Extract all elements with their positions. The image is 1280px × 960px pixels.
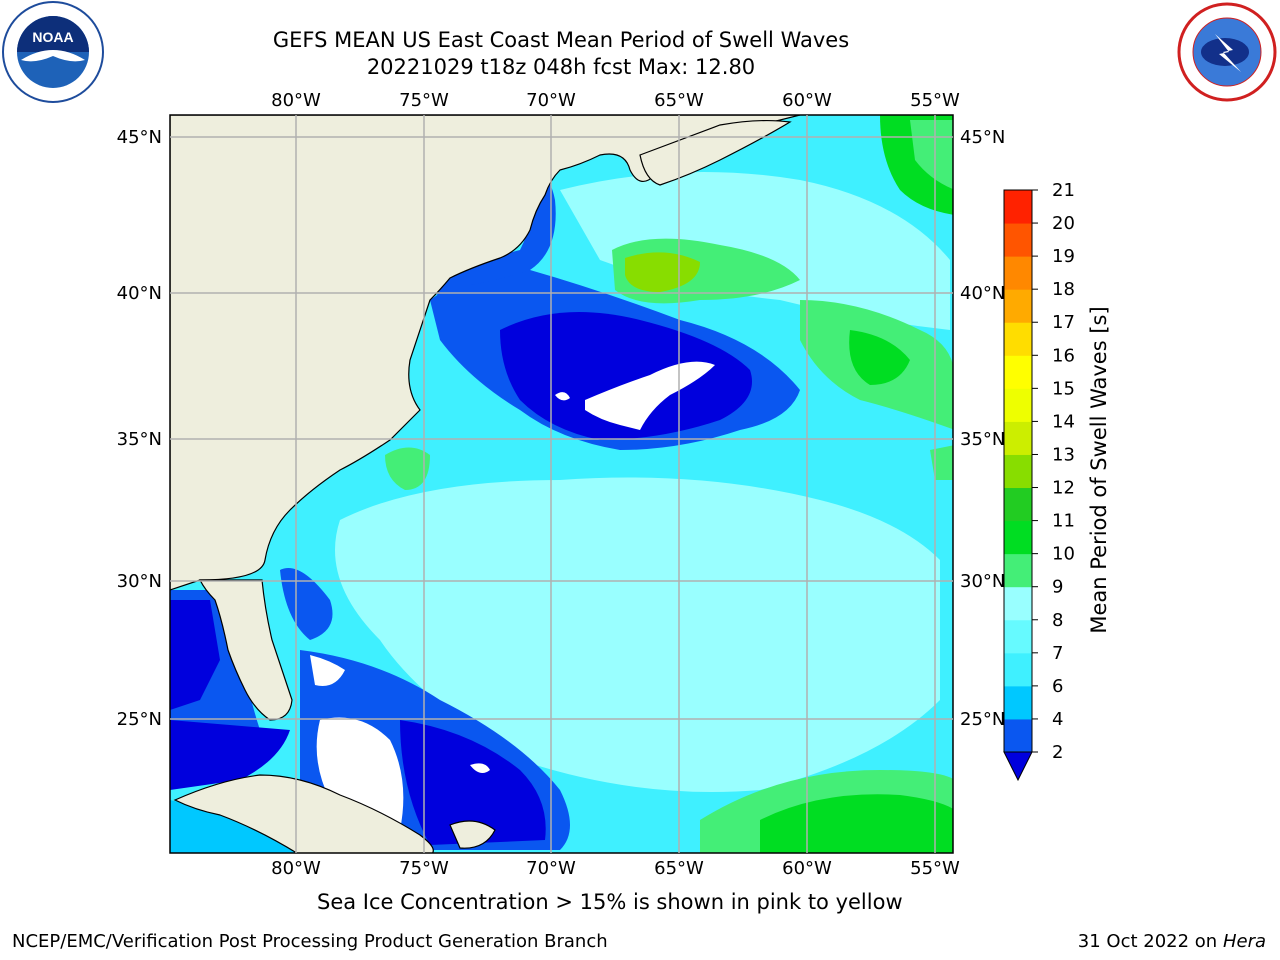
colorbar-band [1004, 553, 1032, 588]
colorbar-extend-arrow [1003, 751, 1033, 782]
nws-logo [1177, 2, 1277, 102]
colorbar-band [1004, 322, 1032, 356]
lat-label-right: 45°N [960, 127, 1005, 148]
lon-label-top: 80°W [271, 90, 321, 111]
colorbar-label: Mean Period of Swell Waves [s] [1087, 306, 1111, 633]
colorbar-band [1004, 487, 1032, 522]
lat-labels: 45°N 40°N 35°N 30°N 25°N 45°N 40°N 35°N … [117, 127, 1006, 730]
lat-label-left: 40°N [117, 283, 162, 304]
colorbar-band [1004, 355, 1032, 389]
lat-label-right: 40°N [960, 283, 1005, 304]
colorbar-tick-label: 21 [1052, 180, 1075, 201]
ocean-se-darkgreen [760, 794, 953, 853]
graticule [170, 115, 953, 853]
noaa-logo-text: NOAA [32, 29, 73, 45]
colorbar-tick-label: 16 [1052, 345, 1075, 366]
ocean-north-8s [560, 172, 950, 330]
colorbar-band [1004, 289, 1032, 323]
lon-label-top: 65°W [654, 90, 704, 111]
lon-label-bottom: 65°W [654, 858, 704, 879]
lon-label-bottom: 80°W [271, 858, 321, 879]
colorbar-band [1004, 520, 1032, 555]
colorbar-tick-label: 10 [1052, 544, 1075, 565]
lon-label-bottom: 55°W [910, 858, 960, 879]
footer-credit: NCEP/EMC/Verification Post Processing Pr… [12, 931, 608, 952]
colorbar-tick-label: 6 [1052, 676, 1063, 697]
lat-label-right: 35°N [960, 429, 1005, 450]
colorbar-tick-label: 8 [1052, 610, 1063, 631]
lon-label-bottom: 75°W [399, 858, 449, 879]
lat-label-left: 30°N [117, 571, 162, 592]
colorbar-tick-label: 18 [1052, 279, 1075, 300]
ocean-darkblue-midatl [500, 312, 752, 440]
colorbar-tick-label: 15 [1052, 378, 1075, 399]
lat-label-right: 25°N [960, 709, 1005, 730]
colorbar-tick-label: 7 [1052, 643, 1063, 664]
colorbar-tick-label: 13 [1052, 444, 1075, 465]
colorbar-band [1004, 256, 1032, 290]
colorbar-frame [1003, 189, 1033, 753]
colorbar-band [1004, 652, 1032, 687]
land-cuba [173, 774, 434, 853]
ocean-8s-area [335, 477, 940, 792]
lat-label-left: 35°N [117, 429, 162, 450]
colorbar-band [1004, 619, 1032, 654]
lon-label-top: 55°W [910, 90, 960, 111]
sea-ice-note: Sea Ice Concentration > 15% is shown in … [317, 890, 903, 914]
colorbar-band [1004, 190, 1032, 224]
lat-label-left: 45°N [117, 127, 162, 148]
ocean-white-midatl [585, 361, 715, 430]
chart-subtitle: 20221029 t18z 048h fcst Max: 12.80 [366, 55, 756, 79]
lon-label-bottom: 70°W [526, 858, 576, 879]
colorbar-tick-label: 12 [1052, 478, 1075, 499]
lat-label-left: 25°N [117, 709, 162, 730]
colorbar-tick-label: 19 [1052, 246, 1075, 267]
colorbar-tick-label: 9 [1052, 577, 1063, 598]
footer-date-text: 31 Oct 2022 on [1077, 931, 1218, 952]
colorbar-tick-label: 20 [1052, 213, 1075, 234]
colorbar-tick-label: 14 [1052, 411, 1075, 432]
colorbar: 2 4 6 7 8 9 10 11 12 13 14 15 16 17 18 19 20 21 [1003, 180, 1075, 782]
footer-date: 31 Oct 2022 on Hera [1078, 931, 1266, 952]
colorbar-band [1004, 223, 1032, 257]
colorbar-tick-label: 2 [1052, 742, 1063, 763]
ocean-yellowgreen-n [625, 252, 700, 292]
colorbar-band [1004, 421, 1032, 455]
noaa-logo: NOAA [2, 1, 104, 103]
colorbar-tick-label: 4 [1052, 709, 1063, 730]
colorbar-band [1004, 388, 1032, 422]
map-frame [169, 114, 954, 854]
colorbar-band [1004, 454, 1032, 489]
colorbar-band [1004, 685, 1032, 720]
colorbar-tick-label: 11 [1052, 511, 1075, 532]
lon-label-top: 75°W [399, 90, 449, 111]
lon-label-top: 70°W [526, 90, 576, 111]
colorbar-band [1004, 718, 1032, 753]
lat-label-right: 30°N [960, 571, 1005, 592]
lon-label-bottom: 60°W [782, 858, 832, 879]
colorbar-band [1004, 586, 1032, 621]
map-field [170, 115, 953, 853]
lon-label-top: 60°W [782, 90, 832, 111]
footer-host: Hera [1222, 931, 1266, 952]
ocean-darkgreen-e [849, 330, 910, 385]
ocean-darkblue-florida-straits [170, 720, 290, 790]
chart-title: GEFS MEAN US East Coast Mean Period of S… [272, 28, 850, 52]
colorbar-tick-label: 17 [1052, 312, 1075, 333]
land-florida [199, 579, 293, 721]
lon-labels: 80°W 75°W 70°W 65°W 60°W 55°W 80°W 75°W … [271, 90, 960, 879]
